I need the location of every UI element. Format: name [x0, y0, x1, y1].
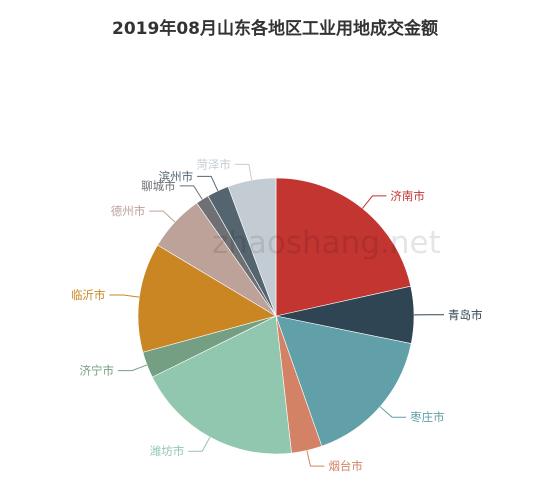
- slice-label-4: 潍坊市: [150, 444, 185, 458]
- label-leader-line-0: [362, 195, 387, 209]
- label-leader-line-7: [149, 210, 176, 223]
- slice-label-0: 济南市: [390, 189, 425, 203]
- label-leader-line-6: [109, 294, 140, 298]
- label-leader-line-3: [306, 450, 325, 467]
- watermark-text: zhaoshang.net: [212, 225, 441, 261]
- slice-label-7: 德州市: [111, 204, 146, 218]
- pie-slice-6[interactable]: [137, 244, 277, 353]
- slice-label-5: 济宁市: [80, 364, 115, 378]
- label-leader-line-5: [118, 364, 148, 372]
- slice-label-3: 烟台市: [328, 459, 363, 473]
- slice-label-8: 聊城市: [141, 179, 176, 193]
- slice-label-9: 滨州市: [159, 169, 194, 183]
- pie-slice-10[interactable]: [227, 177, 277, 317]
- label-leader-line-8: [179, 185, 203, 200]
- slice-label-2: 枣庄市: [410, 410, 445, 424]
- label-leader-line-2: [379, 406, 407, 418]
- slice-label-10: 菏泽市: [196, 157, 231, 171]
- pie-slice-2[interactable]: [275, 315, 412, 447]
- slice-label-1: 青岛市: [448, 308, 483, 322]
- label-leader-line-9: [197, 175, 219, 192]
- chart-title: 2019年08月山东各地区工业用地成交金额: [112, 19, 438, 39]
- slice-label-6: 临沂市: [71, 288, 106, 302]
- pie-slice-4[interactable]: [151, 315, 292, 455]
- label-leader-line-10: [234, 163, 253, 181]
- label-leader-line-4: [188, 436, 211, 452]
